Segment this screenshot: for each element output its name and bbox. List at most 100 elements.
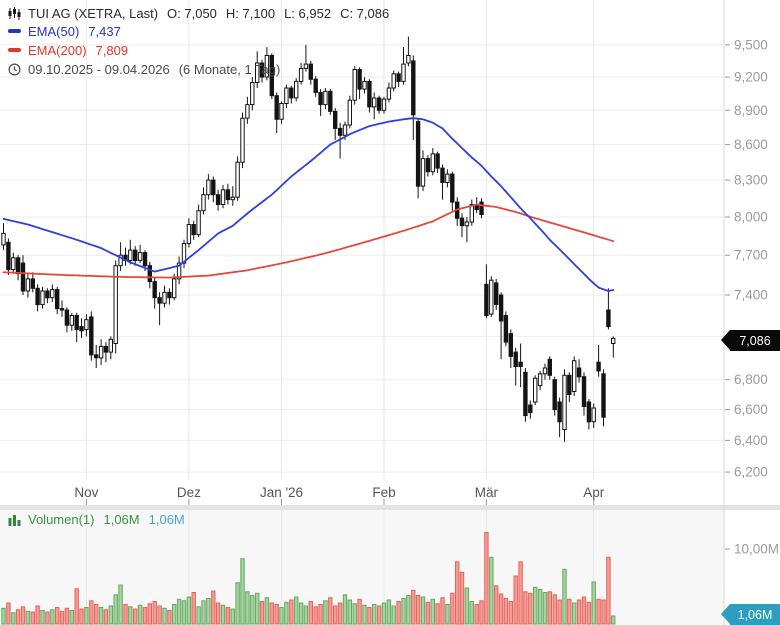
volume-bar	[445, 604, 450, 625]
volume-bar	[147, 603, 153, 625]
candlestick-icon	[8, 6, 21, 20]
candle	[50, 289, 55, 299]
ema50-value: 7,437	[88, 23, 121, 39]
volume-bar	[596, 598, 601, 625]
candle	[84, 319, 89, 331]
volume-bar	[455, 561, 460, 625]
volume-bar	[240, 558, 245, 625]
volume-bar	[108, 605, 113, 625]
candle	[162, 291, 167, 304]
volume-bar	[40, 610, 45, 625]
volume-bar	[552, 594, 557, 625]
volume-bar	[367, 607, 372, 625]
volume-legend-row[interactable]: Volumen(1) 1,06M 1,06M	[8, 512, 185, 527]
candle	[298, 67, 304, 82]
candle	[523, 371, 528, 417]
candle	[552, 379, 557, 411]
volume-label: Volumen(1)	[28, 512, 95, 527]
volume-bar	[55, 607, 60, 625]
candle	[557, 401, 562, 423]
candle	[45, 290, 50, 299]
volume-bar	[245, 591, 250, 625]
ema200-legend-row[interactable]: EMA(200) 7,809	[8, 41, 389, 59]
clock-icon	[8, 62, 21, 76]
candle	[435, 153, 440, 169]
candle	[308, 63, 314, 80]
candle	[157, 297, 162, 304]
candle	[396, 73, 401, 82]
candle	[35, 287, 40, 306]
candle	[55, 289, 60, 310]
volume-bar	[333, 605, 338, 625]
candle	[337, 127, 343, 136]
volume-bar	[157, 605, 162, 625]
volume-bar	[557, 599, 562, 625]
volume-axis-label: 10,00M	[734, 542, 779, 557]
candle	[328, 90, 333, 112]
candle	[606, 309, 611, 328]
volume-bar	[484, 532, 489, 625]
volume-bar	[323, 600, 328, 625]
volume-bar	[352, 603, 357, 625]
candle	[181, 243, 187, 264]
volume-bar	[562, 568, 567, 625]
volume-bar	[406, 595, 411, 625]
y-axis-label: 7,700	[734, 248, 768, 263]
ema50-line	[2, 117, 615, 292]
candle	[137, 252, 143, 261]
volume-bar	[381, 602, 387, 625]
candle	[11, 257, 16, 271]
volume-bar	[586, 601, 592, 625]
y-axis-label: 7,400	[734, 288, 768, 303]
candle	[508, 333, 514, 357]
volume-bar	[230, 608, 236, 625]
candle	[357, 69, 362, 90]
candle	[196, 210, 201, 236]
volume-bar	[11, 612, 16, 625]
volume-bar	[469, 601, 475, 625]
candle	[240, 117, 245, 163]
candle	[333, 110, 338, 129]
volume-bar	[576, 599, 582, 625]
ema50-label: EMA(50)	[28, 23, 80, 39]
candle	[503, 315, 509, 343]
volume-bar	[20, 606, 26, 625]
volume-bar	[211, 590, 216, 625]
volume-bar	[542, 592, 548, 625]
candle	[459, 217, 465, 227]
candle	[601, 373, 606, 418]
volume-tag-value: 1,06M	[737, 607, 773, 622]
candle	[294, 80, 299, 99]
volume-bar	[513, 575, 518, 625]
candle	[494, 282, 499, 305]
volume-bars-icon	[8, 514, 21, 526]
volume-bar	[225, 607, 231, 625]
candle	[98, 345, 104, 359]
y-axis-label: 8,000	[734, 210, 768, 225]
candle	[420, 158, 426, 187]
candle	[264, 55, 270, 78]
ohlc-open: O: 7,050	[167, 5, 217, 21]
volume-bar	[50, 609, 55, 625]
volume-bar	[601, 599, 606, 625]
candle	[152, 281, 157, 299]
volume-bar	[186, 596, 192, 625]
candle	[279, 103, 284, 120]
volume-bar	[103, 609, 109, 625]
candle	[323, 90, 328, 106]
candle	[211, 179, 216, 196]
volume-bar	[450, 592, 455, 625]
volume-bar	[459, 571, 465, 625]
volume-bar	[191, 592, 196, 625]
volume-bar	[181, 600, 187, 625]
candle	[372, 97, 377, 108]
volume-bar	[215, 602, 221, 625]
volume-bar	[113, 594, 118, 625]
volume-value-blue: 1,06M	[148, 512, 185, 527]
volume-bar	[415, 595, 421, 625]
y-axis-label: 9,200	[734, 70, 768, 85]
ema50-legend-row[interactable]: EMA(50) 7,437	[8, 22, 389, 40]
volume-bar	[25, 610, 31, 625]
volume-bar	[362, 604, 367, 625]
